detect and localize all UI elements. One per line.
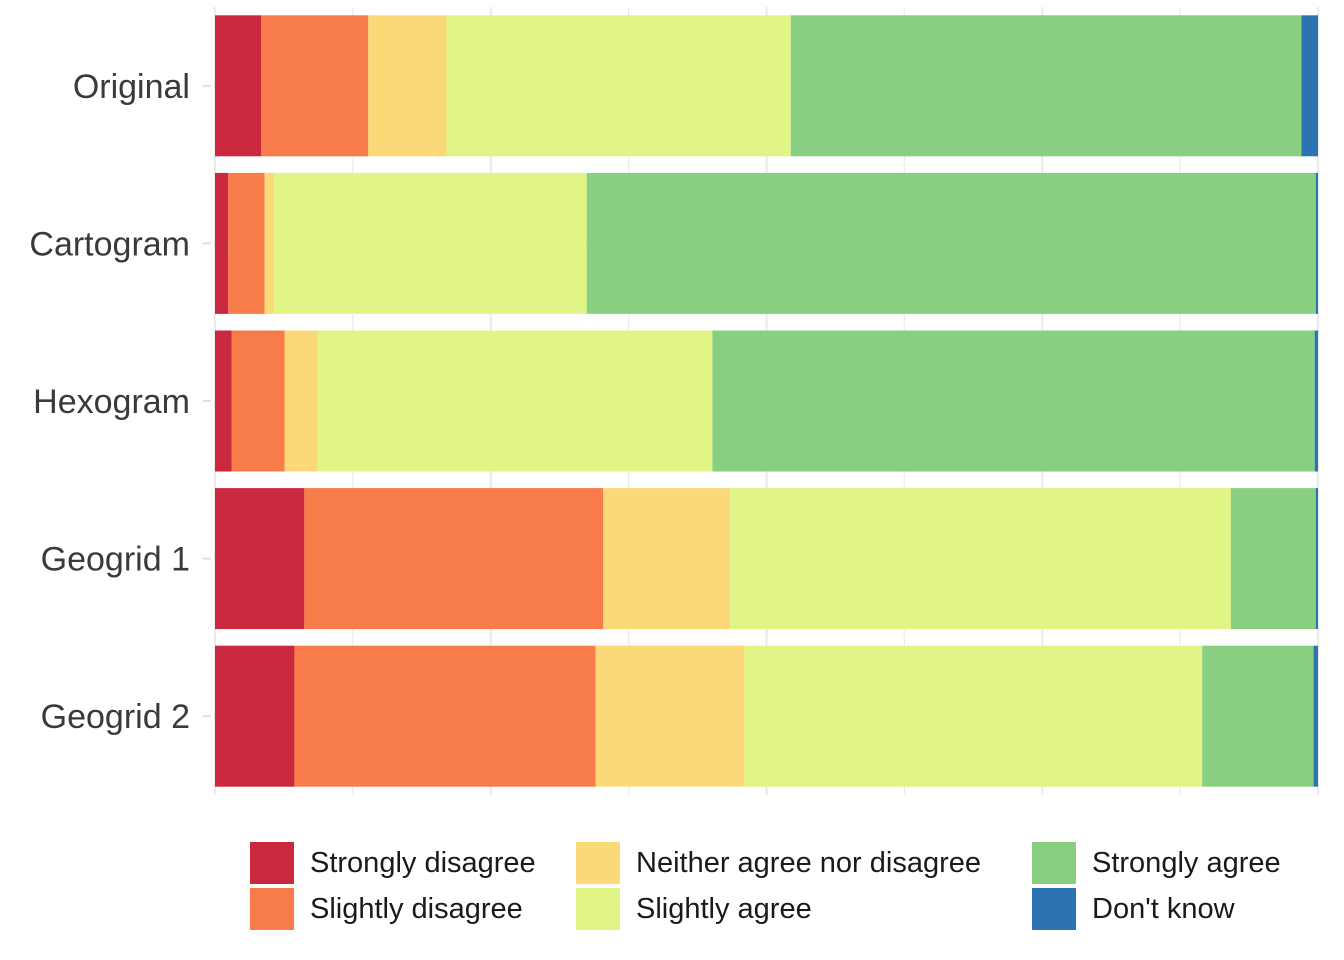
legend-item: Slightly disagree <box>250 888 576 930</box>
legend-label: Slightly agree <box>636 892 812 925</box>
category-label: Original <box>73 68 190 106</box>
legend-label: Neither agree nor disagree <box>636 846 981 879</box>
category-label: Cartogram <box>29 225 190 263</box>
bar-segment <box>446 15 791 157</box>
bars <box>215 15 1318 787</box>
bar-segment <box>603 488 731 630</box>
bar-segment <box>215 645 295 787</box>
legend-label: Strongly agree <box>1092 846 1281 879</box>
legend-swatch <box>576 842 620 884</box>
bar-segment <box>264 172 274 314</box>
bar-segment <box>1202 645 1314 787</box>
bar-segment <box>228 172 265 314</box>
bar-segment <box>215 330 232 472</box>
bar-segment <box>294 645 596 787</box>
legend-label: Strongly disagree <box>310 846 536 879</box>
legend-item: Slightly agree <box>576 888 1032 930</box>
legend-swatch <box>1032 888 1076 930</box>
bar-segment <box>284 330 318 472</box>
bar-segment <box>1230 488 1316 630</box>
bar-segment <box>1313 645 1318 787</box>
bar-segment <box>273 172 587 314</box>
legend: Strongly disagree Neither agree nor disag… <box>250 842 1332 930</box>
bar-segment <box>744 645 1203 787</box>
bar-segment <box>790 15 1302 157</box>
bar-segment <box>1301 15 1318 157</box>
bar-segment <box>304 488 604 630</box>
bar-segment <box>215 15 262 157</box>
category-label: Geogrid 1 <box>41 541 190 579</box>
bar-segment <box>1315 488 1318 630</box>
bar-segment <box>730 488 1231 630</box>
stacked-bar-chart: Original Cartogram Hexogram Geogrid 1 Geogri… <box>29 7 1320 795</box>
y-axis-ticks <box>203 84 211 718</box>
legend-item: Strongly disagree <box>250 842 576 884</box>
bar-segment <box>586 172 1316 314</box>
category-label: Hexogram <box>33 383 190 421</box>
legend-swatch <box>250 888 294 930</box>
legend-item: Strongly agree <box>1032 842 1332 884</box>
bar-segment <box>215 172 229 314</box>
legend-label: Slightly disagree <box>310 892 523 925</box>
bar-segment <box>261 15 369 157</box>
legend-item: Don't know <box>1032 888 1332 930</box>
category-label: Geogrid 2 <box>41 698 190 736</box>
bar-segment <box>368 15 447 157</box>
legend-item: Neither agree nor disagree <box>576 842 1032 884</box>
bar-segment <box>595 645 745 787</box>
bar-segment <box>1314 330 1318 472</box>
bar-segment <box>1315 172 1318 314</box>
bar-segment <box>231 330 285 472</box>
legend-swatch <box>250 842 294 884</box>
legend-swatch <box>576 888 620 930</box>
legend-label: Don't know <box>1092 892 1235 925</box>
category-labels: Original Cartogram Hexogram Geogrid 1 Geogri… <box>29 68 190 736</box>
legend-swatch <box>1032 842 1076 884</box>
bar-segment <box>215 488 305 630</box>
bar-segment <box>317 330 713 472</box>
bar-segment <box>712 330 1315 472</box>
